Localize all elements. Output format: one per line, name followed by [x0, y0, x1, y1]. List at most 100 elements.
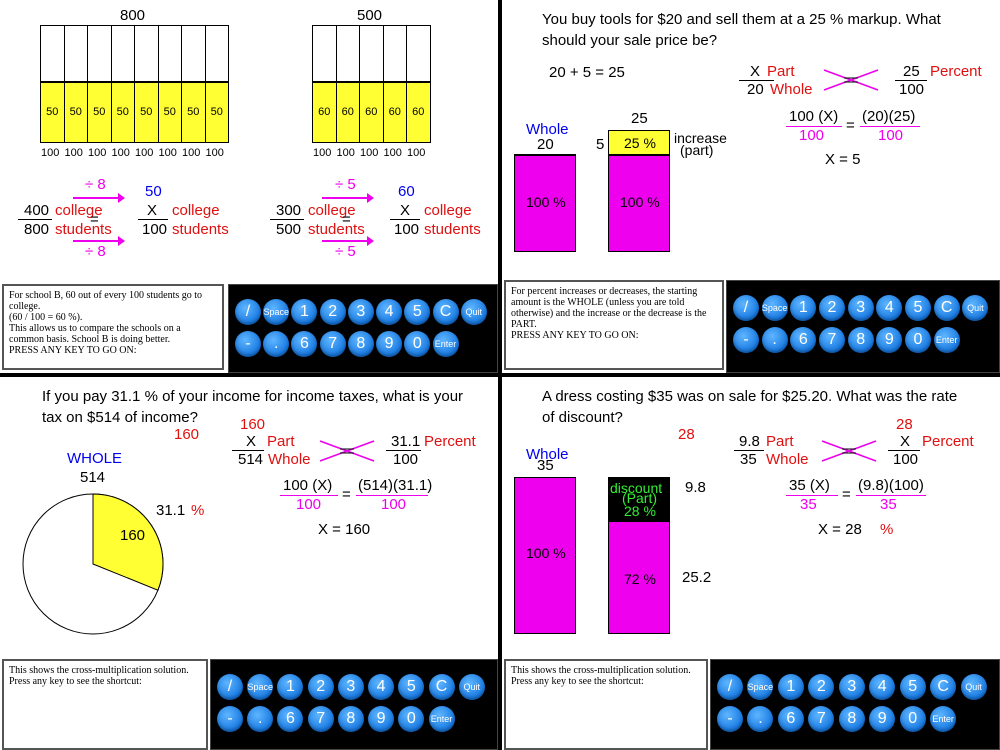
key-space[interactable]: Space — [747, 674, 774, 700]
key-enter[interactable]: Enter — [428, 706, 455, 732]
key-quit[interactable]: Quit — [962, 295, 989, 321]
key-4[interactable]: 4 — [376, 299, 403, 325]
key-quit[interactable]: Quit — [458, 674, 485, 700]
key-space[interactable]: Space — [247, 674, 274, 700]
message-line: (60 / 100 = 60 %). — [9, 312, 83, 323]
key-minus[interactable]: - — [235, 331, 261, 357]
key-0[interactable]: 0 — [404, 331, 431, 357]
bar1-bottom-label: 100 — [111, 147, 130, 159]
key-slash[interactable]: / — [217, 674, 243, 700]
key-0[interactable]: 0 — [899, 706, 926, 732]
key-slash[interactable]: / — [733, 295, 759, 321]
discount-label: discount — [610, 480, 663, 496]
cross-multiply-icon — [319, 440, 375, 462]
key-5[interactable]: 5 — [899, 674, 926, 700]
key-4[interactable]: 4 — [368, 674, 395, 700]
key-5[interactable]: 5 — [404, 299, 431, 325]
key-3[interactable]: 3 — [337, 674, 364, 700]
message-line: PRESS ANY KEY TO GO ON: — [511, 330, 639, 341]
key-quit[interactable]: Quit — [460, 299, 487, 325]
key-c[interactable]: C — [930, 674, 957, 700]
key-space[interactable]: Space — [263, 299, 290, 325]
key-6[interactable]: 6 — [277, 706, 304, 732]
key-1[interactable]: 1 — [277, 674, 304, 700]
key-4[interactable]: 4 — [869, 674, 896, 700]
key-5[interactable]: 5 — [905, 295, 931, 321]
key-0[interactable]: 0 — [398, 706, 425, 732]
key-5[interactable]: 5 — [398, 674, 425, 700]
answer: X = 160 — [318, 521, 371, 538]
key-7[interactable]: 7 — [307, 706, 334, 732]
key-8[interactable]: 8 — [847, 327, 874, 353]
students-1: students — [55, 221, 112, 238]
prop-percent: Percent — [922, 433, 974, 450]
key-slash[interactable]: / — [235, 299, 261, 325]
key-1[interactable]: 1 — [291, 299, 318, 325]
key-9[interactable]: 9 — [368, 706, 395, 732]
bar-right-side: 5 — [596, 136, 605, 153]
key-8[interactable]: 8 — [347, 331, 374, 357]
arrow-right-icon — [73, 236, 125, 246]
question-text: You buy tools for $20 and sell them at a… — [542, 11, 941, 49]
key-enter[interactable]: Enter — [432, 331, 459, 357]
divider — [514, 154, 576, 155]
answer: X = 5 — [825, 151, 861, 168]
key-3[interactable]: 3 — [847, 295, 874, 321]
key-6[interactable]: 6 — [777, 706, 804, 732]
bar1-bottom-label: 100 — [64, 147, 83, 159]
key-9[interactable]: 9 — [376, 331, 403, 357]
key-minus[interactable]: - — [733, 327, 759, 353]
divide-bot-2: ÷ 5 — [335, 243, 356, 260]
sale-pct: 72 % — [624, 571, 656, 587]
key-7[interactable]: 7 — [319, 331, 346, 357]
den-2: 500 — [276, 221, 302, 238]
key-quit[interactable]: Quit — [960, 674, 987, 700]
bar2-total: 500 — [357, 7, 383, 24]
key-7[interactable]: 7 — [819, 327, 845, 353]
key-c[interactable]: C — [933, 295, 960, 321]
fraction-line — [888, 450, 920, 451]
key-7[interactable]: 7 — [808, 706, 835, 732]
key-6[interactable]: 6 — [790, 327, 817, 353]
message-line: This shows the cross-multiplication solu… — [511, 665, 691, 676]
fraction-line — [232, 450, 264, 451]
key-9[interactable]: 9 — [876, 327, 903, 353]
key-0[interactable]: 0 — [905, 327, 931, 353]
keypad: / Space 1 2 3 4 5 C Quit -. 6 7 8 9 0 Enter — [710, 659, 1000, 750]
discount-part: (Part) — [622, 490, 657, 506]
key-c[interactable]: C — [428, 674, 455, 700]
key-2[interactable]: 2 — [808, 674, 835, 700]
key-4[interactable]: 4 — [876, 295, 903, 321]
key-6[interactable]: 6 — [291, 331, 318, 357]
key-3[interactable]: 3 — [347, 299, 374, 325]
key-enter[interactable]: Enter — [933, 327, 960, 353]
key-space[interactable]: Space — [761, 295, 788, 321]
key-dot[interactable]: . — [247, 706, 274, 732]
students-1b: students — [172, 221, 229, 238]
key-dot[interactable]: . — [263, 331, 290, 357]
key-3[interactable]: 3 — [838, 674, 865, 700]
key-9[interactable]: 9 — [869, 706, 896, 732]
cross-rhs-den: 35 — [880, 496, 897, 513]
key-c[interactable]: C — [432, 299, 459, 325]
key-2[interactable]: 2 — [307, 674, 334, 700]
key-8[interactable]: 8 — [337, 706, 364, 732]
key-2[interactable]: 2 — [319, 299, 346, 325]
bar1: 50 100 50 100 50 100 50 100 50 100 50 100 50 100 50 100 — [40, 25, 229, 159]
prop-whole: Whole — [268, 451, 311, 468]
key-enter[interactable]: Enter — [930, 706, 957, 732]
prop-percent: Percent — [930, 63, 982, 80]
key-dot[interactable]: . — [761, 327, 788, 353]
key-dot[interactable]: . — [747, 706, 774, 732]
bar1-bottom-label: 100 — [41, 147, 60, 159]
key-1[interactable]: 1 — [790, 295, 817, 321]
key-2[interactable]: 2 — [819, 295, 845, 321]
base-bar-pct: 100 % — [620, 194, 660, 210]
key-1[interactable]: 1 — [777, 674, 804, 700]
key-slash[interactable]: / — [717, 674, 743, 700]
num-1: 400 — [24, 202, 50, 219]
key-minus[interactable]: - — [217, 706, 243, 732]
key-minus[interactable]: - — [717, 706, 743, 732]
key-8[interactable]: 8 — [838, 706, 865, 732]
bar2-filled-cell: 60 — [359, 81, 384, 143]
